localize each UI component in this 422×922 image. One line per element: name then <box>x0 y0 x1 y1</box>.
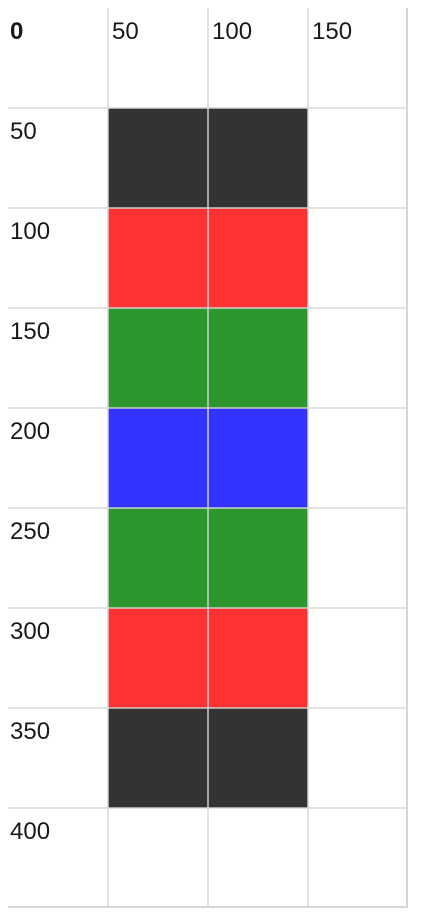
x-label-50: 50 <box>112 18 139 45</box>
gridline-horizontal <box>8 407 408 409</box>
gridline-horizontal <box>8 607 408 609</box>
x-label-150: 150 <box>312 18 353 45</box>
gridline-vertical <box>406 8 408 908</box>
gridline-horizontal <box>8 906 408 908</box>
gridline-horizontal <box>8 807 408 809</box>
y-label-300: 300 <box>10 618 51 645</box>
gridline-vertical <box>307 8 309 908</box>
y-label-200: 200 <box>10 418 51 445</box>
y-label-100: 100 <box>10 218 51 245</box>
y-label-50: 50 <box>10 118 37 145</box>
grid-canvas: 0 50 100 150 50 100 150 200 250 300 350 … <box>8 8 408 908</box>
gridline-horizontal <box>8 707 408 709</box>
gridline-vertical <box>107 8 109 908</box>
x-label-0: 0 <box>10 18 24 45</box>
y-label-350: 350 <box>10 718 51 745</box>
gridline-horizontal <box>8 507 408 509</box>
y-label-250: 250 <box>10 518 51 545</box>
y-label-150: 150 <box>10 318 51 345</box>
gridline-horizontal <box>8 207 408 209</box>
gridline-horizontal <box>8 107 408 109</box>
x-label-100: 100 <box>212 18 253 45</box>
y-label-400: 400 <box>10 818 51 845</box>
gridline-horizontal <box>8 307 408 309</box>
gridline-vertical <box>207 8 209 908</box>
